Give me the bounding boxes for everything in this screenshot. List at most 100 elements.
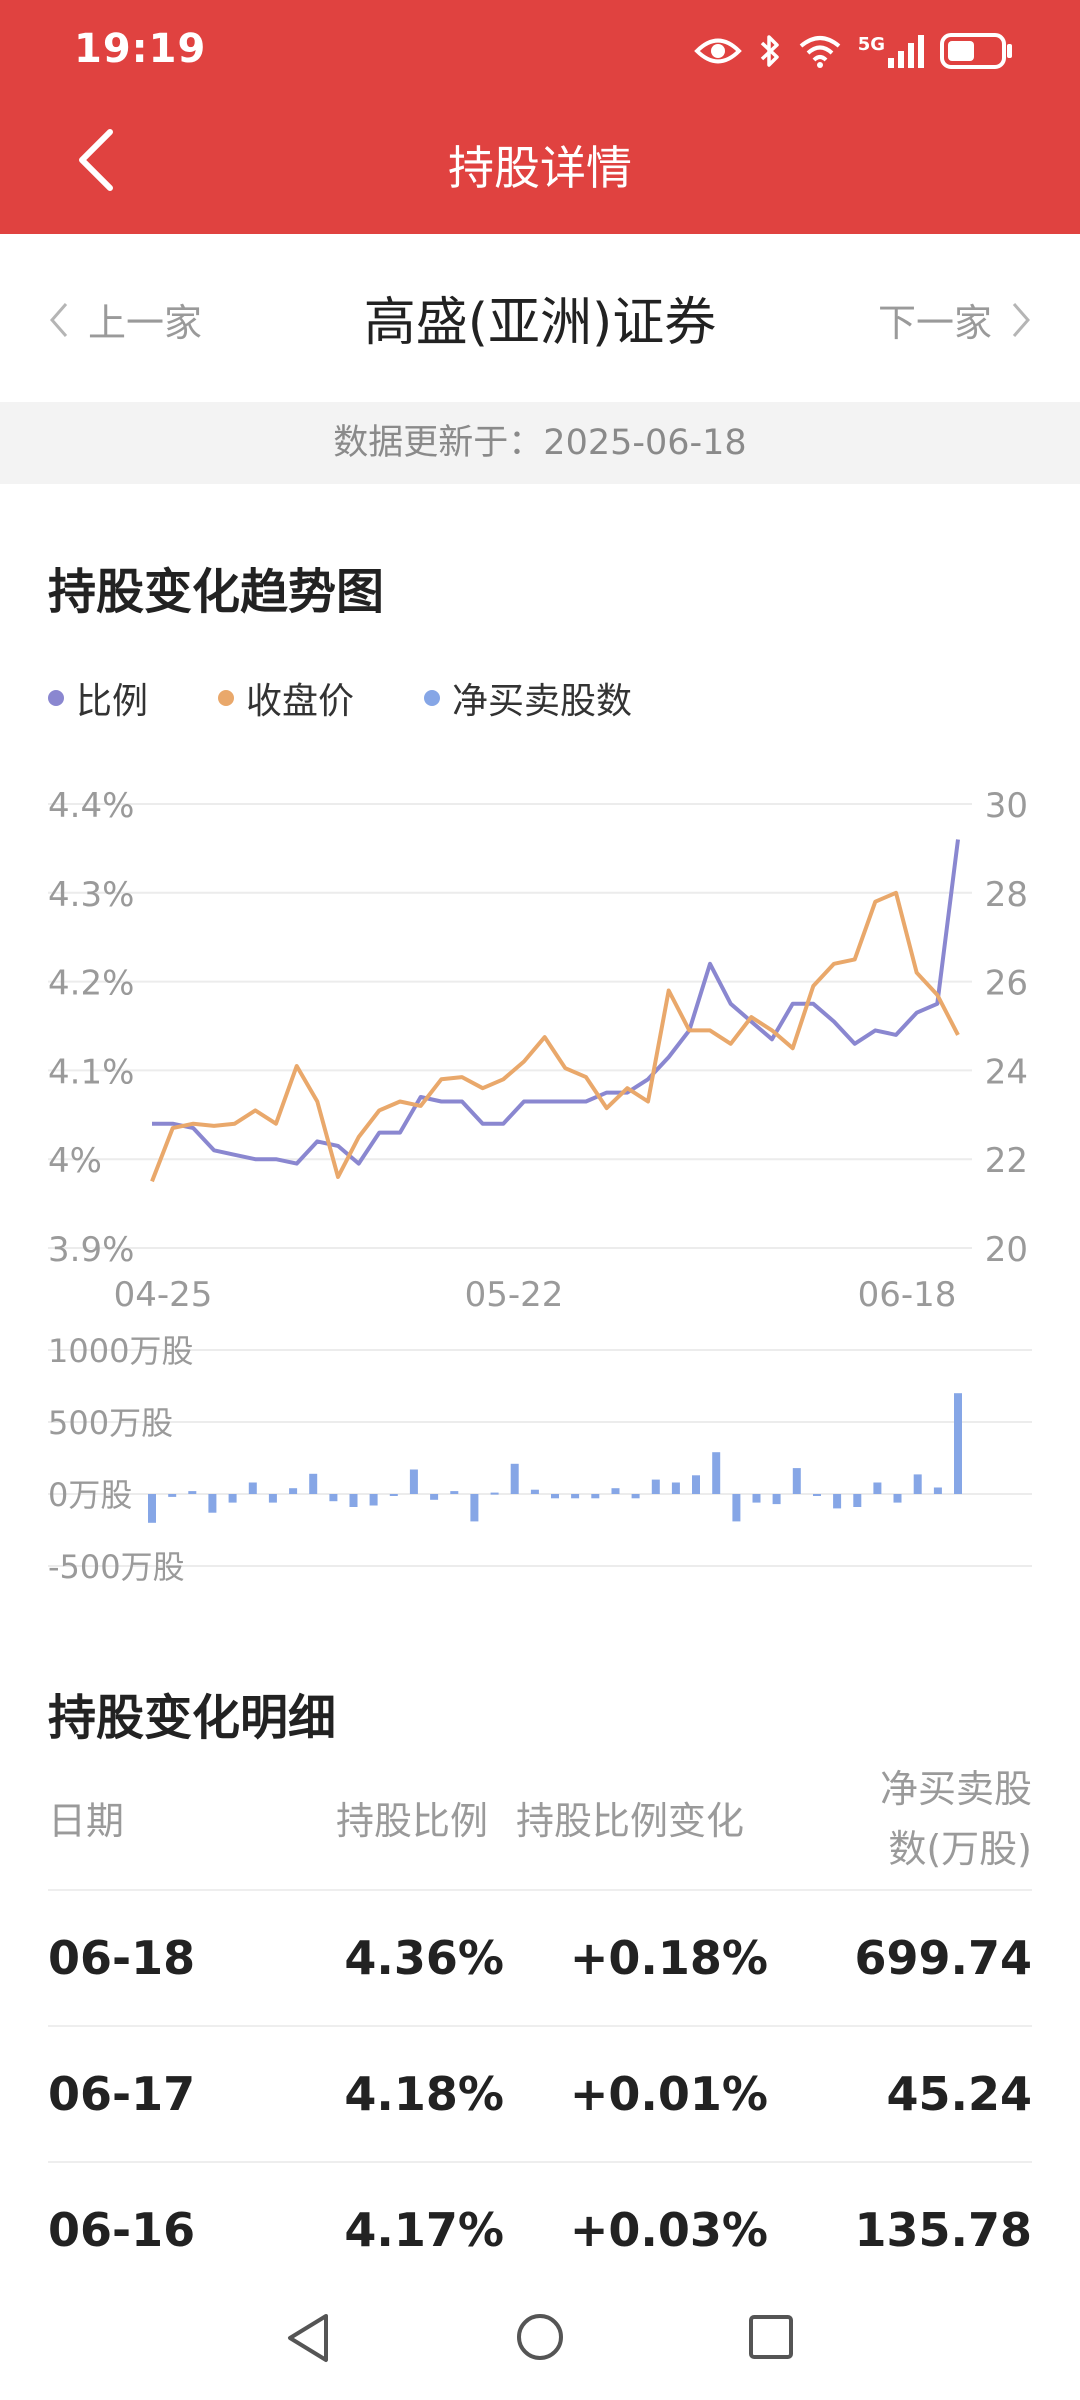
update-time: 数据更新于：2025-06-18 [0, 402, 1080, 484]
net-trade-bar [792, 1468, 801, 1494]
chevron-left-icon [50, 302, 68, 337]
net-trade-bar [893, 1494, 902, 1503]
signal-icon [888, 35, 924, 68]
detail-section-title: 持股变化明细 [48, 1690, 337, 1746]
chart-legend: 比例 收盘价 净买卖股数 [48, 672, 702, 724]
row-date: 06-18 [48, 1931, 196, 1985]
bar-y-tick-label: 1000万股 [48, 1332, 193, 1370]
net-trade-bar [530, 1489, 539, 1494]
row-date: 06-17 [48, 2067, 196, 2121]
header-ratio: 持股比例 [336, 1799, 489, 1843]
next-broker-label: 下一家 [877, 301, 992, 345]
ratio-series-line [152, 839, 960, 1166]
row-ratio: 4.17% [344, 2203, 504, 2257]
net-trade-bar [268, 1494, 277, 1503]
net-trade-bar [409, 1469, 418, 1494]
prev-broker-label: 上一家 [88, 301, 203, 345]
net-trade-bar [873, 1482, 882, 1494]
header-net-trade-line1: 净买卖股 [879, 1767, 1032, 1811]
net-trade-bar [450, 1491, 459, 1494]
legend-ratio-dot [48, 690, 64, 706]
net-trade-bar [732, 1494, 741, 1522]
broker-switcher: 上一家 高盛(亚洲)证券 下一家 [0, 234, 1080, 402]
legend-ratio: 比例 [48, 672, 148, 724]
x-tick-label: 04-25 [114, 1275, 213, 1315]
table-row[interactable]: 06-17 4.18% +0.01% 45.24 [48, 2027, 1032, 2163]
legend-price-label: 收盘价 [246, 681, 355, 722]
nav-home-icon[interactable] [515, 2312, 565, 2362]
y-right-tick-label: 26 [985, 964, 1028, 1004]
prev-broker-button[interactable]: 上一家 [48, 292, 202, 347]
table-row[interactable]: 06-16 4.17% +0.03% 135.78 [48, 2163, 1032, 2299]
row-ratio-change: +0.01% [569, 2067, 768, 2121]
row-ratio-change: +0.03% [569, 2203, 768, 2257]
net-trade-bar [369, 1494, 378, 1506]
net-trade-bar [651, 1479, 660, 1494]
y-left-tick-label: 4.3% [48, 875, 134, 915]
table-header: 日期 持股比例 持股比例变化 净买卖股 数(万股) [48, 1756, 1032, 1891]
page-title: 持股详情 [448, 141, 632, 195]
net-trade-bar-chart: 1000万股 500万股 0万股 -500万股 [48, 1332, 1032, 1586]
legend-net: 净买卖股数 [424, 672, 632, 724]
table-row[interactable]: 06-18 4.36% +0.18% 699.74 [48, 1891, 1032, 2027]
net-trade-bar [551, 1494, 559, 1499]
nav-recents-icon[interactable] [748, 2314, 794, 2360]
y-left-tick-label: 3.9% [48, 1230, 134, 1270]
net-trade-bar [168, 1494, 177, 1497]
net-trade-bar [208, 1494, 217, 1513]
y-right-tick-label: 20 [985, 1230, 1028, 1270]
legend-price-dot [218, 690, 235, 706]
net-trade-bar [228, 1494, 237, 1503]
net-trade-bar [692, 1475, 700, 1494]
net-trade-bar [430, 1494, 439, 1500]
price-series-line [150, 890, 960, 1183]
net-trade-bar [510, 1463, 519, 1494]
net-trade-bar [631, 1494, 640, 1499]
trend-section-title: 持股变化趋势图 [48, 564, 385, 620]
system-nav-bar [0, 2270, 1080, 2400]
legend-ratio-label: 比例 [76, 681, 149, 722]
nav-back-icon[interactable] [284, 2312, 332, 2364]
net-trade-bar [309, 1473, 318, 1494]
net-trade-bar [712, 1452, 721, 1494]
x-tick-label: 06-18 [858, 1275, 957, 1315]
broker-name: 高盛(亚洲)证券 [363, 293, 717, 353]
trend-line-chart: 4.4% 4.3% 4.2% 4.1% 4% 3.9% 30 28 26 24 22 20 04-25 0… [48, 786, 1028, 1315]
net-trade-bar [289, 1488, 298, 1494]
net-trade-bar [349, 1494, 358, 1507]
next-broker-button[interactable]: 下一家 [878, 292, 1032, 347]
row-net-trade: 135.78 [854, 2203, 1032, 2257]
legend-price: 收盘价 [218, 672, 354, 724]
net-trade-bar [813, 1494, 821, 1496]
net-trade-bar [490, 1492, 499, 1495]
bar-y-tick-label: -500万股 [48, 1548, 185, 1586]
status-time: 19:19 [74, 26, 207, 72]
back-arrow-icon[interactable] [66, 120, 126, 200]
row-ratio-change: +0.18% [569, 1931, 768, 1985]
signal-indicator: 5G [858, 34, 924, 68]
row-ratio: 4.18% [344, 2067, 504, 2121]
net-trade-bar [148, 1494, 156, 1523]
y-left-tick-label: 4.4% [48, 786, 134, 826]
net-trade-bar [954, 1393, 962, 1494]
header-ratio-change: 持股比例变化 [516, 1799, 745, 1843]
net-trade-bar [913, 1474, 922, 1494]
net-trade-bar [591, 1494, 600, 1499]
net-trade-bar [329, 1494, 338, 1502]
row-ratio: 4.36% [344, 1931, 504, 1985]
net-trade-bar [833, 1494, 842, 1509]
holding-detail-table: 日期 持股比例 持股比例变化 净买卖股 数(万股) 06-18 4.36% +0… [48, 1756, 1032, 2299]
net-trade-bar [933, 1487, 942, 1494]
net-trade-bar [671, 1482, 680, 1494]
legend-net-dot [424, 690, 441, 706]
network-type: 5G [857, 34, 885, 55]
net-trade-bar [389, 1494, 398, 1496]
y-right-tick-label: 30 [985, 786, 1028, 826]
y-left-tick-label: 4.2% [48, 964, 134, 1004]
net-trade-bar [248, 1482, 257, 1494]
net-trade-bar [772, 1494, 781, 1505]
chevron-right-icon [1012, 302, 1030, 337]
wifi-icon [799, 36, 840, 68]
y-left-tick-label: 4.1% [48, 1052, 134, 1092]
header-net-trade-line2: 数(万股) [888, 1827, 1032, 1871]
